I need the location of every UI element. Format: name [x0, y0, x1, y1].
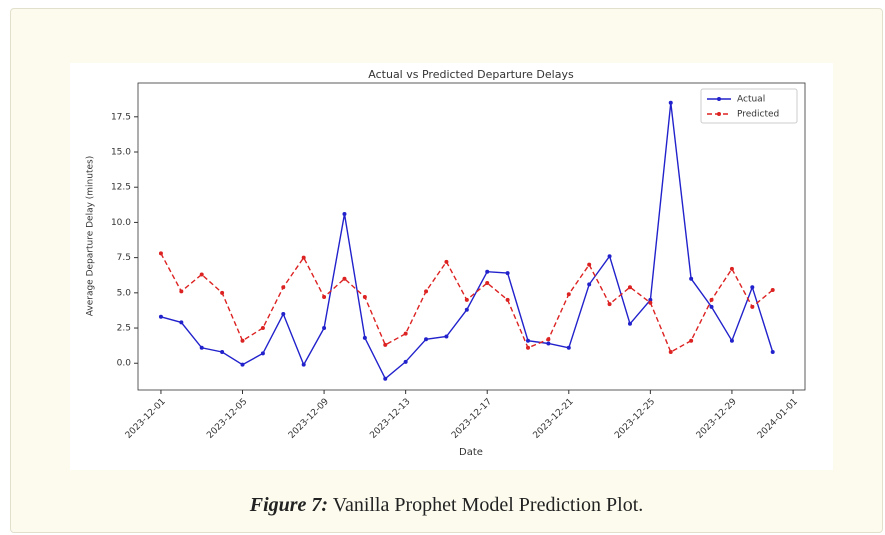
data-point [689, 338, 694, 343]
plot-frame [137, 82, 806, 391]
data-point [546, 337, 551, 342]
data-point [770, 288, 775, 293]
data-point [220, 349, 225, 354]
data-point [464, 307, 469, 312]
chart-background [70, 63, 833, 470]
y-tick-label: 10.0 [111, 218, 131, 228]
data-point [179, 289, 184, 294]
data-point [566, 345, 571, 350]
data-point [158, 251, 163, 256]
data-point [240, 338, 245, 343]
data-point [648, 297, 653, 302]
y-tick-label: 2.5 [117, 324, 131, 334]
chart-title: Actual vs Predicted Departure Delays [368, 68, 574, 81]
data-point [627, 321, 632, 326]
legend-label: Predicted [737, 110, 779, 120]
data-point [403, 359, 408, 364]
data-point [301, 362, 306, 367]
y-tick-label: 15.0 [111, 148, 131, 158]
data-point [444, 334, 449, 339]
y-tick-label: 7.5 [117, 253, 131, 263]
data-point [281, 311, 286, 316]
data-point [587, 282, 592, 287]
data-point [505, 297, 510, 302]
data-point [301, 255, 306, 260]
data-point [383, 342, 388, 347]
data-point [526, 345, 531, 350]
data-point [403, 331, 408, 336]
data-point [566, 292, 571, 297]
data-point [607, 254, 612, 259]
data-point [729, 266, 734, 271]
data-point [260, 326, 265, 331]
data-point [260, 351, 265, 356]
caption: Figure 7: Vanilla Prophet Model Predicti… [10, 494, 883, 517]
data-point [464, 297, 469, 302]
legend-marker [717, 112, 721, 116]
data-point [199, 345, 204, 350]
data-point [485, 280, 490, 285]
data-point [424, 289, 429, 294]
data-point [750, 304, 755, 309]
data-point [709, 304, 714, 309]
data-point [546, 341, 551, 346]
data-point [607, 302, 612, 307]
y-tick-label: 17.5 [111, 112, 131, 122]
data-point [342, 276, 347, 281]
legend-marker [717, 97, 721, 101]
data-point [179, 320, 184, 325]
data-point [383, 376, 388, 381]
data-point [362, 335, 367, 340]
data-point [342, 211, 347, 216]
data-point [158, 314, 163, 319]
data-point [322, 295, 327, 300]
data-point [648, 300, 653, 305]
data-point [444, 259, 449, 264]
y-axis-label: Average Departure Delay (minutes) [86, 156, 96, 316]
x-axis-label: Date [459, 447, 483, 458]
caption-label: Figure 7: [249, 494, 329, 516]
data-point [750, 285, 755, 290]
data-point [281, 285, 286, 290]
legend-label: Actual [737, 95, 765, 105]
data-point [729, 338, 734, 343]
caption-text: Vanilla Prophet Model Prediction Plot. [332, 494, 644, 516]
y-tick-label: 5.0 [117, 288, 132, 298]
data-point [505, 271, 510, 276]
chart: Actual vs Predicted Departure Delays Dat… [70, 63, 833, 470]
data-point [668, 100, 673, 105]
data-point [587, 262, 592, 267]
data-point [322, 326, 327, 331]
data-point [199, 272, 204, 277]
data-point [770, 349, 775, 354]
data-point [424, 337, 429, 342]
data-point [485, 269, 490, 274]
data-point [689, 276, 694, 281]
data-point [709, 297, 714, 302]
data-point [220, 290, 225, 295]
y-tick-label: 0.0 [117, 359, 132, 369]
data-point [627, 285, 632, 290]
data-point [362, 295, 367, 300]
y-tick-label: 12.5 [111, 183, 131, 193]
data-point [526, 338, 531, 343]
data-point [240, 362, 245, 367]
data-point [668, 349, 673, 354]
